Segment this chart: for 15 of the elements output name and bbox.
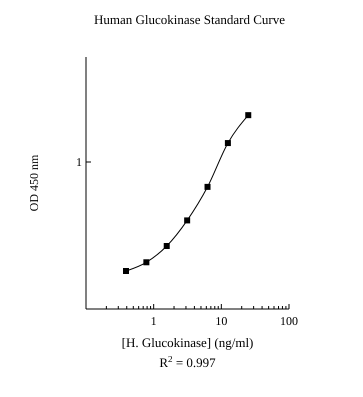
point [204,184,211,190]
point [224,140,231,146]
point [245,112,252,118]
point [122,268,129,274]
text: R$^{2}$ = 0.997 [159,354,216,370]
text: 1 [76,155,82,169]
point [184,217,190,224]
x-axis-title: [H. Glucokinase] (ng/ml) [122,335,254,350]
point [143,259,150,266]
y-axis-title: OD 450 nm [27,154,41,212]
x-tick-label: 1 [150,314,157,328]
chart-title: Human Glucokinase Standard Curve [94,12,286,27]
point [164,243,170,249]
x-tick-label: 100 [280,314,298,328]
x-tick-label: 10 [215,314,228,328]
